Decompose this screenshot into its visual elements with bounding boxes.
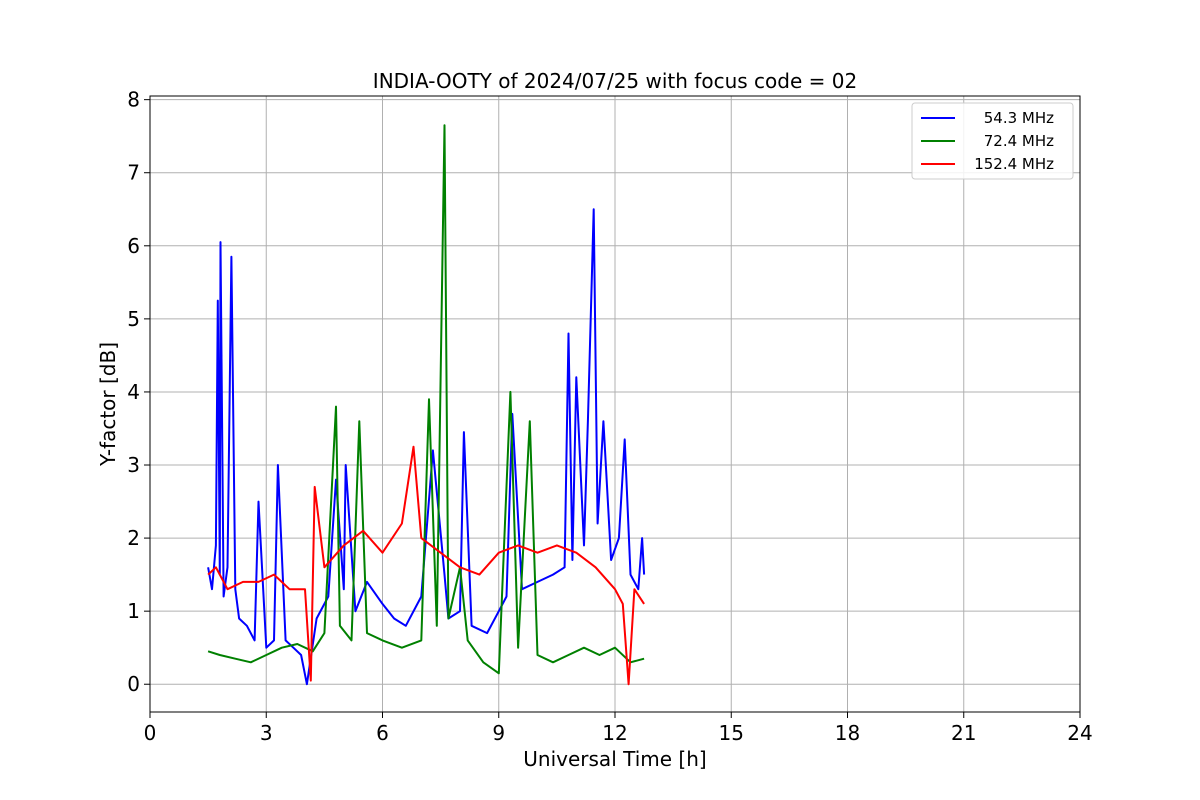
y-tick-label: 5 (127, 307, 140, 331)
series-line-72-4-mhz (207, 124, 645, 675)
x-tick-label: 24 (1067, 721, 1092, 745)
legend-label-72-4-mhz: 72.4 MHz (984, 132, 1054, 150)
x-axis: 0 3 6 9 12 15 18 21 24 (144, 712, 1093, 745)
y-tick-label: 0 (127, 672, 140, 696)
x-tick-label: 3 (260, 721, 273, 745)
grid (149, 96, 1081, 712)
x-tick-label: 15 (719, 721, 744, 745)
y-tick-label: 8 (127, 88, 140, 112)
y-tick-label: 6 (127, 234, 140, 258)
y-tick-label: 7 (127, 161, 140, 185)
series-line-152-4-mhz (207, 445, 645, 686)
x-tick-label: 12 (602, 721, 627, 745)
series-line-54-3-mhz (207, 208, 646, 686)
y-tick-label: 2 (127, 526, 140, 550)
chart-title: INDIA-OOTY of 2024/07/25 with focus code… (373, 69, 857, 93)
x-tick-label: 9 (492, 721, 505, 745)
x-tick-label: 21 (951, 721, 976, 745)
y-axis: 0 1 2 3 4 5 6 7 8 (127, 88, 150, 696)
y-tick-label: 1 (127, 599, 140, 623)
x-tick-label: 0 (144, 721, 157, 745)
x-axis-title: Universal Time [h] (523, 747, 706, 771)
series-layer (207, 124, 646, 686)
legend: 54.3 MHz 72.4 MHz 152.4 MHz (911, 102, 1074, 180)
y-tick-label: 4 (127, 380, 140, 404)
legend-box (911, 102, 1074, 180)
x-tick-label: 18 (835, 721, 860, 745)
y-tick-label: 3 (127, 453, 140, 477)
legend-label-54-3-mhz: 54.3 MHz (984, 109, 1054, 127)
y-axis-title: Y-factor [dB] (96, 342, 120, 467)
legend-label-152-4-mhz: 152.4 MHz (974, 155, 1054, 173)
x-tick-label: 6 (376, 721, 389, 745)
